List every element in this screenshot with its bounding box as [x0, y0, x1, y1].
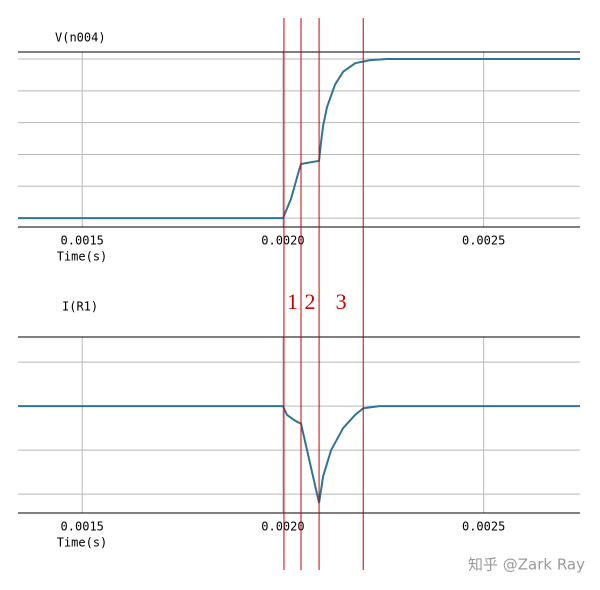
chart-title: I(R1): [62, 300, 98, 314]
x-tick-label: 0.0020: [261, 520, 304, 534]
x-tick-label: 0.0020: [261, 234, 304, 248]
marker-label: 3: [336, 289, 347, 314]
x-tick-label: 0.0015: [61, 520, 104, 534]
marker-label: 1: [287, 289, 298, 314]
x-tick-label: 0.0015: [61, 234, 104, 248]
x-tick-label: 0.0025: [462, 234, 505, 248]
chart-title: V(n004): [55, 31, 106, 45]
line: [18, 58, 580, 220]
x-tick-label: 0.0025: [462, 520, 505, 534]
x-axis-label: Time(s): [57, 250, 108, 264]
marker-label: 2: [305, 289, 316, 314]
watermark: 知乎 @Zark Ray: [468, 556, 585, 574]
line: [18, 405, 580, 504]
x-axis-label: Time(s): [57, 536, 108, 550]
